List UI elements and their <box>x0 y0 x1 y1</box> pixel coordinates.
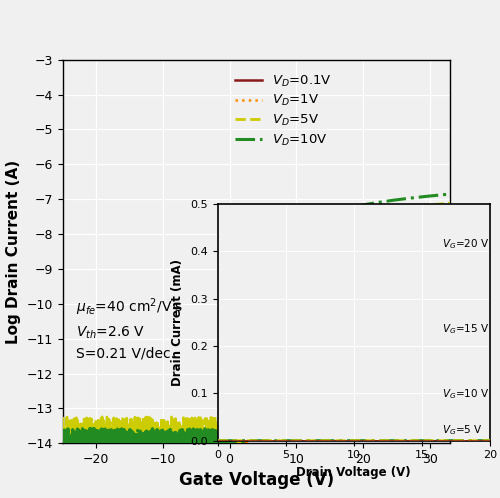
X-axis label: Gate Voltage (V): Gate Voltage (V) <box>178 472 334 490</box>
Text: $V_G$=10 V: $V_G$=10 V <box>442 387 490 401</box>
Text: $V_G$=15 V: $V_G$=15 V <box>442 323 490 337</box>
Y-axis label: Log Drain Current (A): Log Drain Current (A) <box>6 159 21 344</box>
X-axis label: Drain Voltage (V): Drain Voltage (V) <box>296 466 411 479</box>
Text: $\mu_{fe}$=40 cm$^2$/V s
$V_{th}$=2.6 V
S=0.21 V/dec.: $\mu_{fe}$=40 cm$^2$/V s $V_{th}$=2.6 V … <box>76 297 184 361</box>
Legend: $V_D$=0.1V, $V_D$=1V, $V_D$=5V, $V_D$=10V: $V_D$=0.1V, $V_D$=1V, $V_D$=5V, $V_D$=10… <box>230 68 337 153</box>
Y-axis label: Drain Current (mA): Drain Current (mA) <box>172 259 184 386</box>
Text: $V_G$=5 V: $V_G$=5 V <box>442 423 483 437</box>
Text: $V_G$=20 V: $V_G$=20 V <box>442 238 490 251</box>
